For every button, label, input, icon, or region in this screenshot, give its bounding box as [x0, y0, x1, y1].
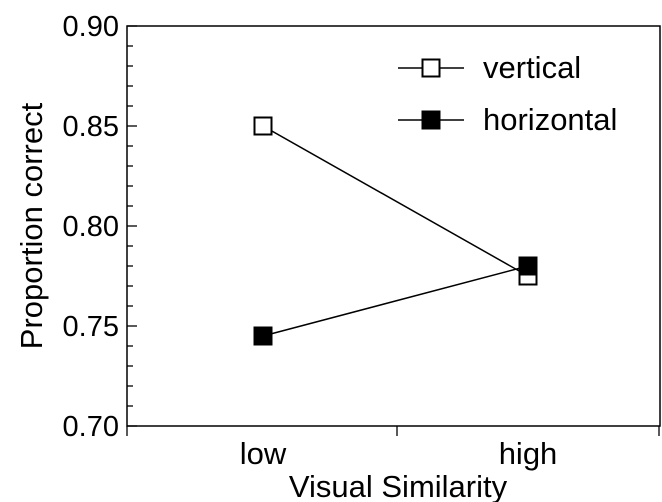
series-vertical	[253, 116, 538, 286]
data-point-horizontal	[518, 256, 538, 276]
data-point-vertical	[253, 116, 273, 136]
legend-marker	[421, 110, 441, 130]
y-axis: 0.70 0.75 0.80 0.85 0.90	[63, 11, 137, 443]
legend-marker	[421, 58, 441, 78]
y-tick-label: 0.80	[63, 211, 119, 243]
series-horizontal	[253, 256, 538, 346]
x-tick-label: low	[240, 436, 287, 471]
x-tick-label: high	[499, 436, 558, 471]
series-line-horizontal	[262, 265, 529, 337]
data-point-horizontal	[253, 326, 273, 346]
legend: vertical horizontal	[398, 50, 617, 137]
y-tick-label: 0.75	[63, 311, 119, 343]
plot-border	[126, 25, 661, 427]
legend-label: vertical	[483, 50, 581, 85]
legend-entry-horizontal: horizontal	[398, 102, 617, 137]
y-tick-label: 0.85	[63, 111, 119, 143]
series-line-vertical	[262, 125, 529, 277]
x-axis: low high	[126, 426, 660, 471]
legend-label: horizontal	[483, 102, 617, 137]
x-axis-title: Visual Similarity	[289, 469, 508, 502]
series-layer	[253, 116, 538, 346]
plot-frame	[126, 25, 661, 427]
y-tick-label: 0.90	[63, 11, 119, 43]
y-tick-label: 0.70	[63, 411, 119, 443]
legend-entry-vertical: vertical	[398, 50, 581, 85]
y-axis-title: Proportion correct	[14, 102, 49, 349]
